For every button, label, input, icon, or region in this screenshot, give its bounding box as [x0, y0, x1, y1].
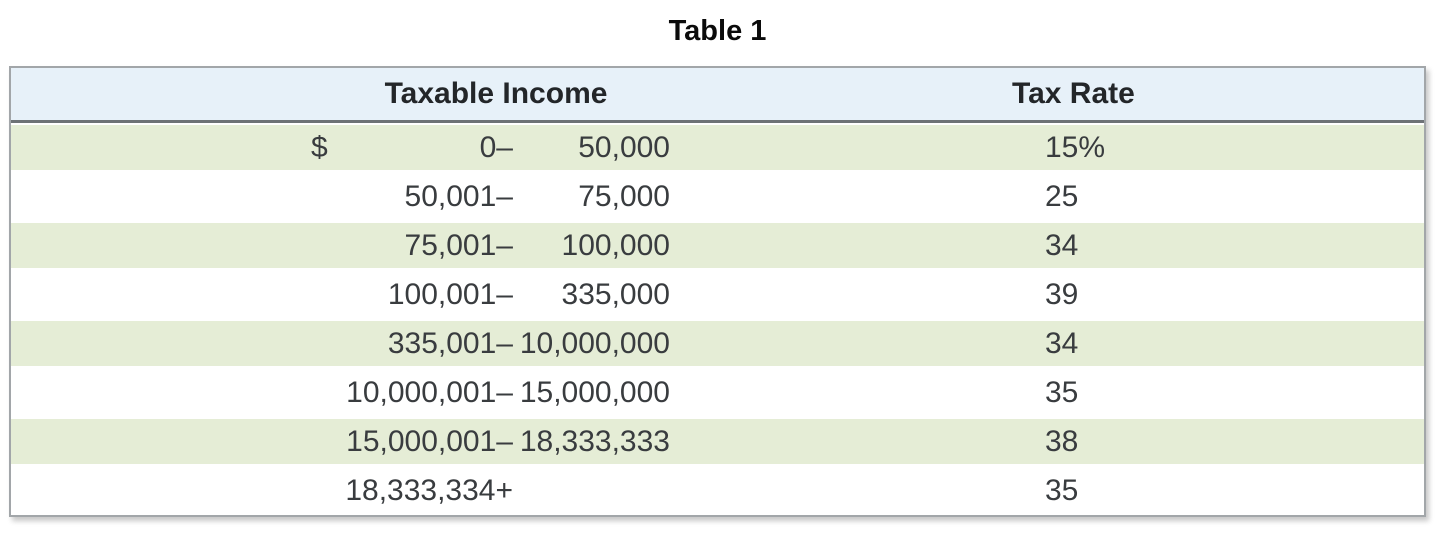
tax-rate-cell: 25: [1045, 180, 1079, 213]
dollar-sign: [311, 419, 331, 464]
column-header-tax-rate: Tax Rate: [1012, 77, 1135, 110]
income-lower-bound: 0–: [479, 131, 513, 164]
tax-rate-cell: 35: [1045, 376, 1079, 409]
income-lower-bound: 15,000,001–: [346, 425, 513, 458]
dollar-sign: [311, 321, 331, 366]
income-upper-bound: 18,333,333: [519, 425, 670, 458]
table-row: 75,001– 100,000 34: [11, 221, 1424, 270]
tax-rate-cell: 38: [1045, 425, 1079, 458]
tax-rate-cell: 15%: [1045, 131, 1106, 164]
tax-rate-cell: 35: [1045, 474, 1079, 507]
taxable-income-cell: 335,001– 10,000,000: [11, 321, 981, 366]
income-upper-bound: [513, 466, 670, 515]
income-upper-bound: 75,000: [578, 180, 670, 213]
taxable-income-cell: 75,001– 100,000: [11, 223, 981, 268]
table-header-row: Taxable Income Tax Rate: [11, 68, 1424, 123]
table-row: $ 0– 50,000 15%: [11, 123, 1424, 172]
taxable-income-cell: 50,001– 75,000: [11, 172, 981, 221]
dollar-sign: [311, 466, 331, 515]
income-lower-bound: 50,001–: [404, 180, 513, 213]
dollar-sign: [311, 368, 331, 417]
income-lower-bound: 18,333,334+: [345, 474, 513, 507]
income-upper-bound: 15,000,000: [519, 376, 670, 409]
taxable-income-cell: 100,001– 335,000: [11, 270, 981, 319]
dollar-sign: [311, 270, 331, 319]
page: Table 1 Taxable Income Tax Rate $ 0– 50,…: [0, 14, 1454, 536]
table-row: 335,001– 10,000,000 34: [11, 319, 1424, 368]
tax-rate-cell: 34: [1045, 327, 1079, 360]
tax-rate-cell: 39: [1045, 278, 1079, 311]
table-row: 50,001– 75,000 25: [11, 172, 1424, 221]
table-row: 100,001– 335,000 39: [11, 270, 1424, 319]
income-upper-bound: 10,000,000: [519, 327, 670, 360]
income-lower-bound: 100,001–: [387, 278, 513, 311]
tax-rate-table: Taxable Income Tax Rate $ 0– 50,000 15% …: [9, 66, 1426, 517]
taxable-income-cell: 18,333,334+: [11, 466, 981, 515]
dollar-sign: [311, 223, 331, 268]
income-upper-bound: 335,000: [561, 278, 670, 311]
income-lower-bound: 10,000,001–: [346, 376, 513, 409]
income-lower-bound: 75,001–: [404, 229, 513, 262]
table-row: 10,000,001– 15,000,000 35: [11, 368, 1424, 417]
income-upper-bound: 50,000: [578, 131, 670, 164]
table-row: 18,333,334+ 35: [11, 466, 1424, 515]
taxable-income-cell: $ 0– 50,000: [11, 125, 981, 170]
income-upper-bound: 100,000: [561, 229, 670, 262]
dollar-sign: $: [311, 131, 328, 164]
table-title: Table 1: [668, 15, 767, 47]
tax-rate-cell: 34: [1045, 229, 1079, 262]
column-header-taxable-income: Taxable Income: [384, 77, 608, 110]
income-lower-bound: 335,001–: [387, 327, 513, 360]
table-row: 15,000,001– 18,333,333 38: [11, 417, 1424, 466]
taxable-income-cell: 15,000,001– 18,333,333: [11, 419, 981, 464]
table-body: $ 0– 50,000 15% 50,001– 75,000 25 75,001…: [11, 123, 1424, 515]
taxable-income-cell: 10,000,001– 15,000,000: [11, 368, 981, 417]
dollar-sign: [311, 172, 331, 221]
